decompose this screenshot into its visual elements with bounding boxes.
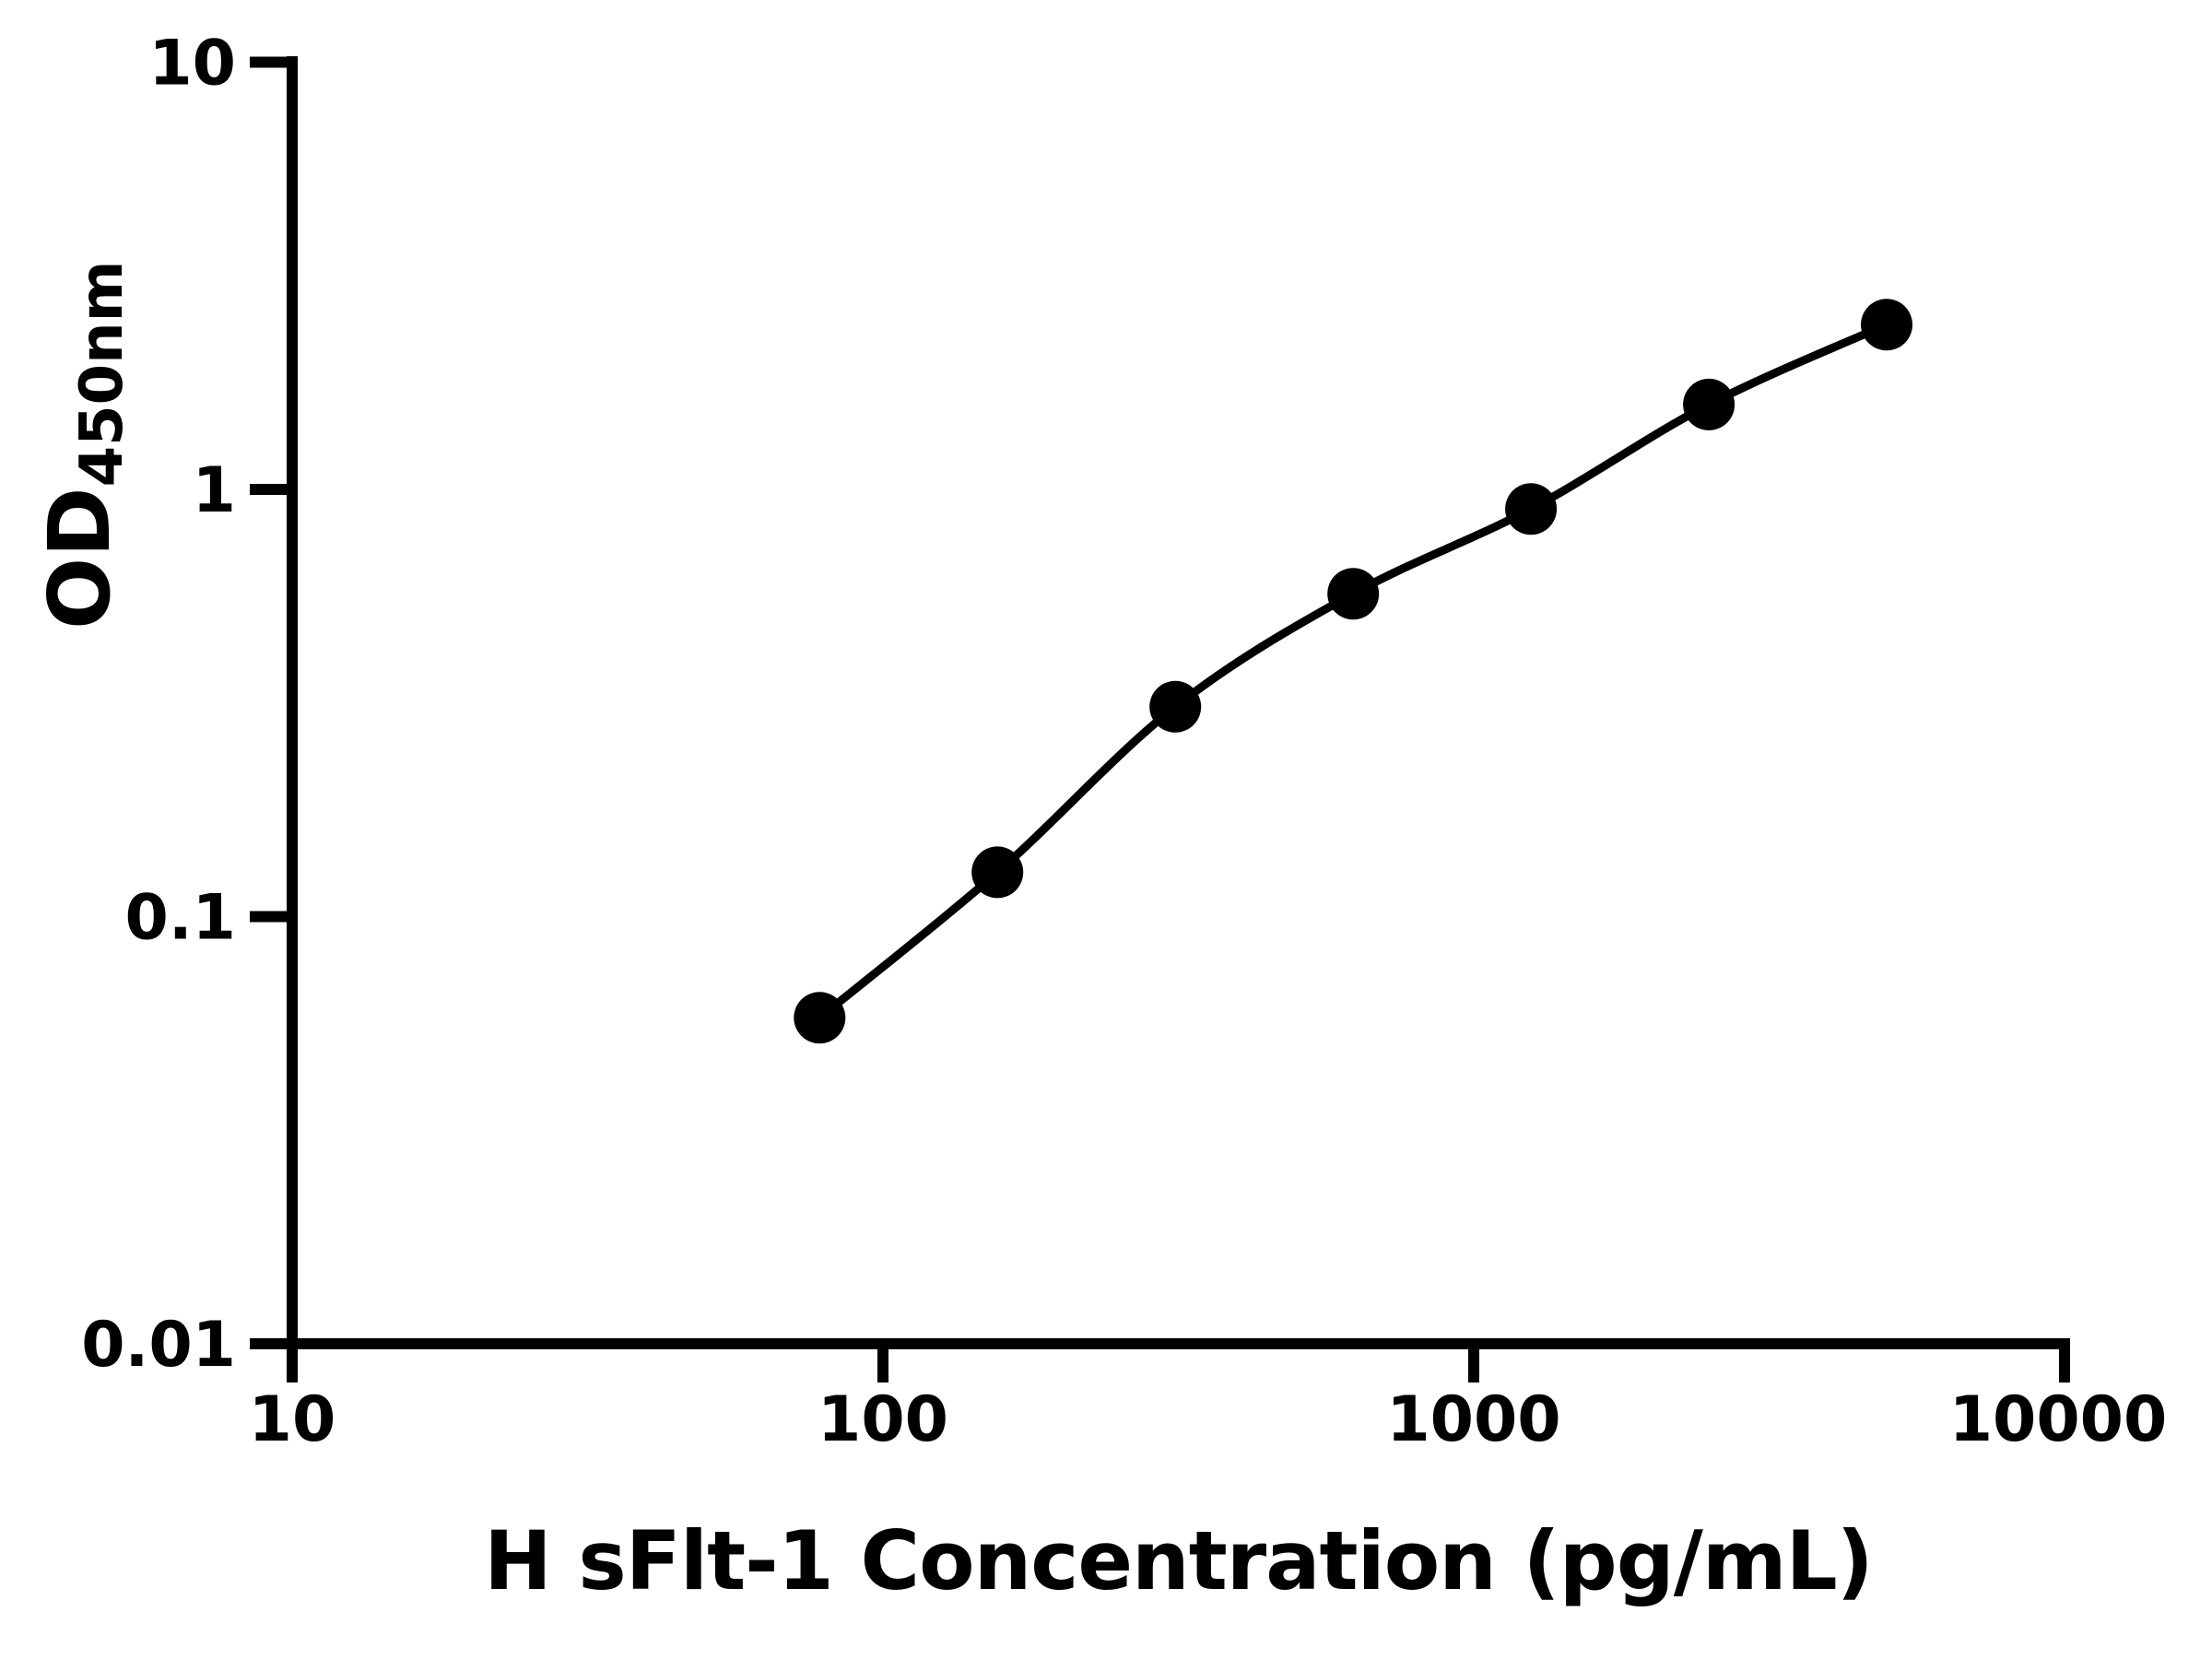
data-point-312.5 <box>1149 680 1202 733</box>
data-point-625 <box>1327 568 1380 620</box>
y-tick-label-10: 10 <box>148 28 236 100</box>
y-tick-label-1: 1 <box>193 454 236 527</box>
y-tick-label-0.01: 0.01 <box>81 1309 236 1382</box>
x-tick-label-10: 10 <box>249 1383 336 1456</box>
y-axis-title-sub: 450nm <box>68 260 136 488</box>
y-tick-label-0.1: 0.1 <box>125 882 236 955</box>
data-point-156.25 <box>971 846 1024 899</box>
x-axis-title: H sFlt-1 Concentration (pg/mL) <box>484 1513 1874 1608</box>
x-tick-label-100: 100 <box>818 1383 948 1456</box>
x-tick-label-1000: 1000 <box>1386 1383 1560 1456</box>
data-point-5000 <box>1861 299 1912 351</box>
x-tick-label-10000: 10000 <box>1949 1383 2168 1456</box>
data-point-2500 <box>1683 378 1735 430</box>
fit-curve <box>815 320 1891 1022</box>
data-point-1250 <box>1505 483 1558 535</box>
y-axis-title-main: OD <box>30 487 129 629</box>
data-point-78.125 <box>794 992 846 1044</box>
